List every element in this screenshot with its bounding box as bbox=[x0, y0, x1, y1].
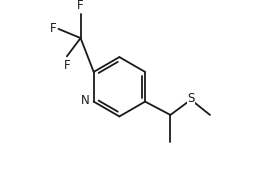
Text: F: F bbox=[50, 22, 57, 35]
Text: N: N bbox=[81, 94, 90, 107]
Text: F: F bbox=[64, 59, 70, 72]
Text: F: F bbox=[77, 0, 84, 12]
Text: S: S bbox=[187, 92, 195, 105]
